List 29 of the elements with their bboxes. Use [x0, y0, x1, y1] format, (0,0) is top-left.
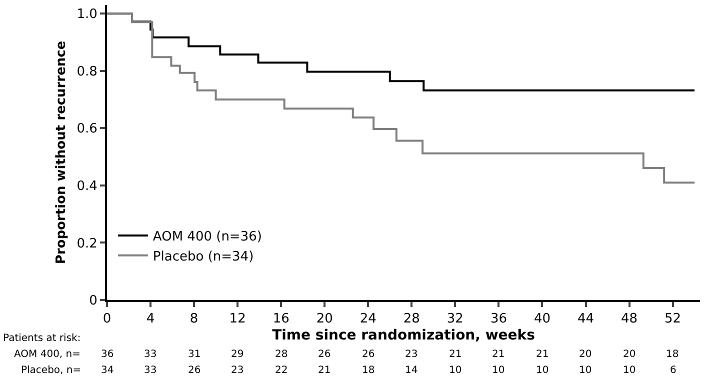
x-tick-label: 24 [360, 312, 376, 327]
x-tick-label: 12 [229, 312, 246, 327]
x-tick-label: 36 [490, 312, 507, 327]
x-tick-label: 32 [446, 312, 464, 327]
x-tick-label: 48 [621, 312, 638, 327]
y-tick-label: 0.8 [76, 64, 98, 80]
y-tick-label: 0 [89, 294, 98, 309]
text: 36 33 31 29 28 26 26 23 21 21 21 20 20 18 [101, 349, 679, 360]
text: Placebo, n= [21, 365, 82, 376]
x-tick-label: 16 [272, 312, 290, 327]
x-tick-label: 28 [403, 312, 420, 327]
text: 34 33 26 23 22 21 18 14 10 10 10 10 10 6 [101, 365, 676, 376]
y-axis-title: Proportion without recurrence [54, 40, 70, 264]
x-tick-label: 44 [577, 312, 594, 327]
text: AOM 400, n= [14, 349, 81, 360]
x-tick-label: 4 [146, 312, 155, 327]
x-tick-label: 52 [664, 312, 682, 327]
y-tick-label: 0.2 [76, 236, 98, 252]
x-tick-label: 40 [534, 312, 551, 327]
x-tick-label: 20 [316, 312, 333, 327]
legend-label: Placebo (n=34) [152, 249, 254, 264]
legend-label: AOM 400 (n=36) [152, 230, 262, 245]
y-tick-label: 0.4 [76, 178, 98, 194]
x-axis-title: Time since randomization, weeks [272, 327, 535, 344]
y-tick-label: 0.6 [76, 122, 98, 137]
y-tick-label: 1.0 [76, 7, 98, 22]
text: Patients at risk: [3, 333, 81, 344]
x-tick-label: 0 [102, 312, 112, 327]
x-tick-label: 8 [190, 312, 198, 327]
